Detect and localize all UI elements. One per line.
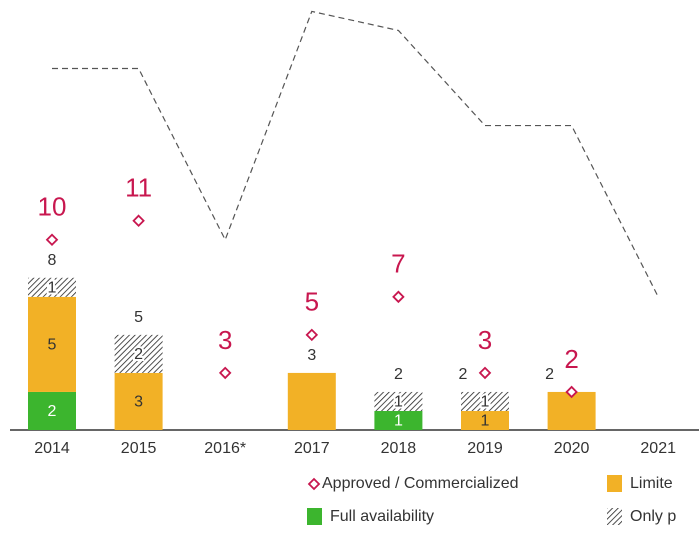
legend-swatch xyxy=(307,508,322,525)
x-tick-label: 2020 xyxy=(554,440,590,457)
bar-segment xyxy=(374,391,423,411)
bar-segment xyxy=(114,334,163,373)
total-label: 8 xyxy=(48,252,57,269)
legend-marker xyxy=(307,477,321,491)
bar-segment xyxy=(461,410,509,430)
bar-segment xyxy=(461,391,509,411)
approved-marker xyxy=(45,233,59,247)
approved-marker xyxy=(305,328,319,342)
segment-label: 1 xyxy=(48,280,57,297)
segment-label: 2 xyxy=(48,403,57,420)
bar-segment xyxy=(28,277,76,297)
legend-swatch xyxy=(607,508,622,525)
x-tick-label: 2017 xyxy=(294,440,330,457)
approved-marker xyxy=(565,385,578,399)
segment-label: 1 xyxy=(394,394,403,411)
x-tick-label: 2018 xyxy=(381,440,417,457)
legend-label: Full availability xyxy=(330,508,434,525)
total-label: 2 xyxy=(459,366,468,383)
approved-label: 2 xyxy=(564,344,578,374)
approved-label: 5 xyxy=(305,287,319,317)
approved-marker xyxy=(132,214,145,227)
segment-label: 1 xyxy=(481,413,490,430)
x-tick-label: 2021 xyxy=(640,440,676,457)
total-label: 2 xyxy=(394,366,403,383)
legend-label: Approved / Commercialized xyxy=(322,475,519,492)
x-tick-label: 2019 xyxy=(467,440,503,457)
bar-segment xyxy=(114,372,163,430)
approved-label: 7 xyxy=(391,249,405,279)
bar-segment xyxy=(374,410,423,430)
approved-marker xyxy=(392,290,405,304)
legend-label: Limite xyxy=(630,475,673,492)
bar-segment xyxy=(547,391,596,430)
legend-label: Only p xyxy=(630,508,676,525)
total-label: 3 xyxy=(307,347,316,364)
approved-label: 3 xyxy=(478,325,492,355)
segment-label: 1 xyxy=(481,394,490,411)
approved-label: 10 xyxy=(38,192,67,222)
approved-label: 3 xyxy=(218,325,232,355)
x-tick-label: 2015 xyxy=(121,440,157,457)
bar-segment xyxy=(287,372,336,430)
x-tick-label: 2016* xyxy=(204,440,246,457)
segment-label: 1 xyxy=(394,413,403,430)
segment-label: 3 xyxy=(134,394,143,411)
total-label: 5 xyxy=(134,309,143,326)
approved-marker xyxy=(478,366,492,380)
bar-segment xyxy=(28,296,76,392)
x-tick-label: 2014 xyxy=(34,440,70,457)
approved-label: 11 xyxy=(125,173,152,203)
legend-swatch xyxy=(607,475,622,492)
bar-segment xyxy=(28,391,76,430)
total-label: 2 xyxy=(545,366,554,383)
segment-label: 5 xyxy=(48,337,57,354)
segment-label: 2 xyxy=(134,346,143,363)
trend-line xyxy=(52,10,659,298)
approved-marker xyxy=(218,366,232,380)
